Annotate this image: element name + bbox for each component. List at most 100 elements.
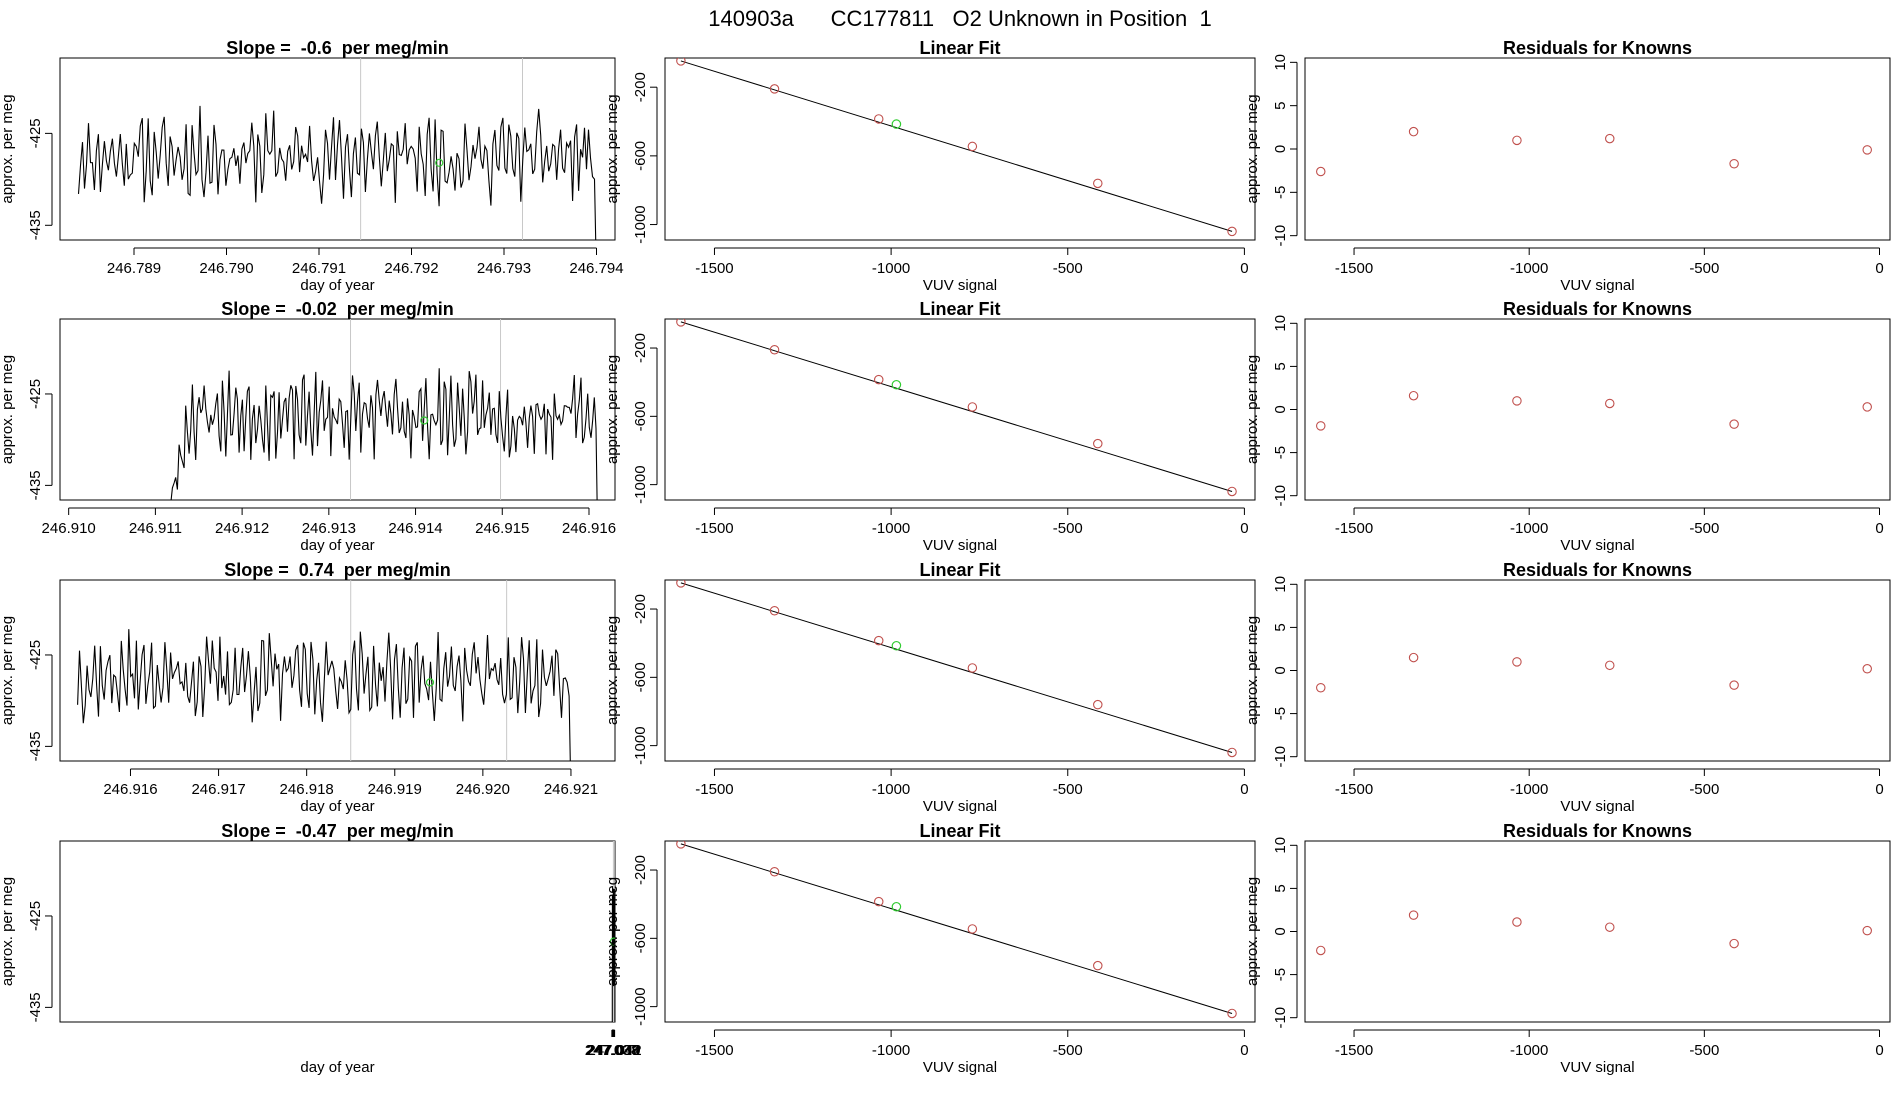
y-axis-label: approx. per meg [0, 94, 16, 203]
known-point [1512, 917, 1522, 927]
x-tick-label: -1500 [695, 781, 733, 798]
x-tick-label: 247.040 [586, 1042, 640, 1059]
y-tick-label: 0 [1272, 927, 1289, 935]
unknown-point [891, 119, 902, 129]
plot-data [676, 319, 1237, 497]
panel-title: Slope = -0.6 per meg/min [226, 38, 449, 58]
panel-title: Linear Fit [919, 38, 1000, 58]
x-tick-label: 0 [1240, 260, 1248, 277]
x-tick-label: -1000 [872, 260, 910, 277]
plot-frame [1304, 579, 1891, 762]
known-point [873, 896, 884, 907]
known-point [873, 635, 884, 646]
unknown-point [891, 640, 902, 651]
x-axis-label: VUV signal [1560, 798, 1634, 815]
x-tick-label: 246.791 [292, 260, 346, 277]
known-point [1729, 419, 1739, 429]
known-point [1605, 133, 1615, 144]
panel-r3-c2: Linear Fit -1500 -1000 -500 0 VUV signal -1000… [604, 560, 1256, 815]
x-tick-label: 0 [1240, 1042, 1248, 1059]
x-tick-label: 246.790 [199, 260, 253, 277]
known-point [769, 344, 780, 355]
fit-line [680, 60, 1233, 232]
panel-title: Linear Fit [919, 560, 1000, 580]
x-tick-label: 246.917 [191, 781, 245, 798]
unknown-point [891, 379, 902, 390]
panel-title: Residuals for Knowns [1503, 560, 1692, 580]
unknown-marker-point [420, 416, 429, 425]
y-tick-label: -600 [632, 662, 649, 692]
y-tick-label: -425 [27, 901, 44, 931]
x-tick-label: 246.918 [280, 781, 334, 798]
plot-frame [1304, 318, 1891, 501]
y-tick-label: -435 [27, 731, 44, 761]
x-tick-label: -1000 [1510, 1042, 1548, 1059]
time-series-line [77, 105, 597, 240]
plot-data [676, 841, 1237, 1019]
plot-data [1316, 652, 1872, 693]
x-tick-label: 247.037 [585, 1042, 639, 1059]
y-tick-label: -1000 [632, 465, 649, 503]
x-tick-label: 0 [1240, 781, 1248, 798]
y-tick-label: -200 [632, 594, 649, 624]
x-axis-label: day of year [300, 1059, 374, 1076]
panel-title: Slope = -0.02 per meg/min [221, 299, 454, 319]
x-tick-label: -1000 [872, 520, 910, 537]
y-axis-label: approx. per meg [1244, 94, 1261, 203]
x-tick-label: 246.911 [129, 520, 182, 537]
panel-r3-c3: Residuals for Knowns -1500 -1000 -500 0 VUV s… [1244, 560, 1891, 815]
x-tick-label: 0 [1875, 260, 1883, 277]
x-tick-label: -1000 [1510, 520, 1548, 537]
panel-r2-c3: Residuals for Knowns -1500 -1000 -500 0 VUV s… [1244, 299, 1891, 554]
y-tick-label: -600 [632, 141, 649, 171]
known-point [967, 402, 978, 412]
x-tick-label: 246.794 [569, 260, 623, 277]
known-point [1729, 158, 1739, 169]
figure-title: 140903a CC177811 O2 Unknown in Position … [708, 6, 1211, 31]
known-point [1093, 699, 1103, 710]
plot-data [1316, 126, 1872, 177]
known-point [1227, 486, 1237, 497]
known-point [967, 141, 978, 152]
known-point [1093, 438, 1103, 449]
y-axis-label: approx. per meg [1244, 616, 1261, 725]
x-tick-label: -500 [1689, 520, 1719, 537]
y-tick-label: -10 [1272, 225, 1289, 247]
x-tick-label: -1500 [1335, 520, 1373, 537]
x-axis-label: VUV signal [1560, 277, 1634, 294]
known-point [769, 84, 780, 94]
x-tick-label: -500 [1053, 1042, 1083, 1059]
x-tick-label: -1000 [1510, 260, 1548, 277]
x-tick-label: 246.919 [368, 781, 422, 798]
known-point [676, 319, 686, 327]
x-tick-label: 246.913 [302, 520, 356, 537]
panel-r2-c2: Linear Fit -1500 -1000 -500 0 VUV signal -1000… [604, 299, 1256, 554]
x-tick-label: -1500 [695, 1042, 733, 1059]
y-axis-label: approx. per meg [604, 355, 621, 464]
known-point [1605, 660, 1615, 671]
unknown-point [891, 901, 902, 912]
known-point [676, 580, 686, 588]
x-tick-label: 246.792 [384, 260, 438, 277]
y-tick-label: -425 [27, 640, 44, 670]
y-tick-label: -200 [632, 72, 649, 102]
x-tick-label: 0 [1875, 1042, 1883, 1059]
plot-data [1316, 910, 1872, 956]
x-axis-label: VUV signal [923, 277, 997, 294]
known-point [1408, 652, 1419, 663]
known-point [1605, 922, 1615, 932]
panel-title: Residuals for Knowns [1503, 821, 1692, 841]
x-axis-label: VUV signal [923, 1059, 997, 1076]
y-tick-label: 10 [1272, 54, 1289, 71]
panel-r2-c1: Slope = -0.02 per meg/min 246.910 246.911 2… [0, 299, 616, 554]
y-tick-label: -435 [27, 992, 44, 1022]
plot-frame [59, 57, 616, 241]
known-point [967, 924, 978, 934]
x-tick-label: -500 [1689, 260, 1719, 277]
plot-frame [1304, 840, 1891, 1023]
y-tick-label: 5 [1272, 623, 1289, 631]
plot-frame [664, 579, 1256, 762]
known-point [1227, 747, 1237, 758]
